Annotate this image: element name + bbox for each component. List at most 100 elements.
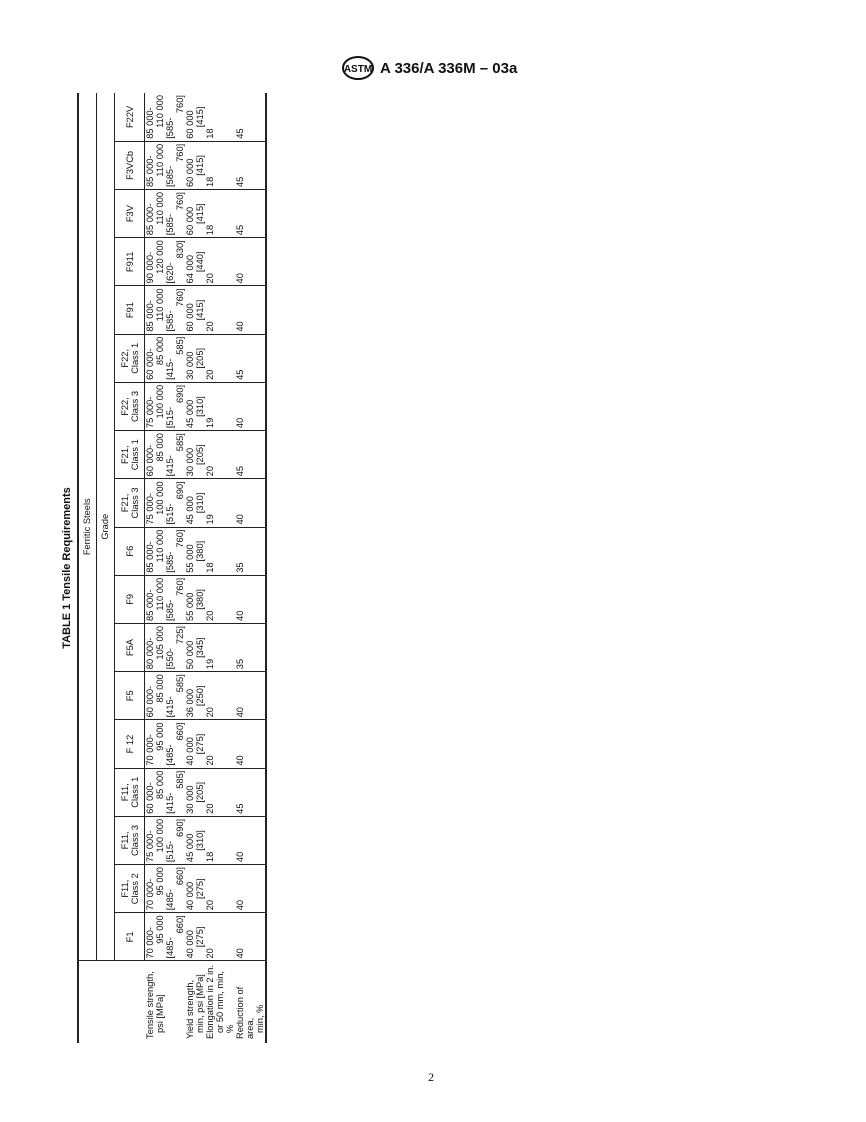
cell-yield: 30 000 [205] [185,430,205,479]
cell-reduction: 40 [235,237,266,286]
cell-elongation: 20 [205,237,235,286]
cell-elongation: 19 [205,382,235,431]
cell-yield: 55 000 [380] [185,527,205,576]
cell-line: 85 000- [145,155,155,187]
astm-logo-icon: ASTM [342,56,374,80]
cell-tensile: 75 000- 100 000 [515- 690] [144,382,185,431]
grade-column-header: F11, Class 2 [114,864,145,913]
grade-column-header: F21, Class 3 [114,478,145,528]
cell-yield: 64 000 [440] [185,237,205,286]
cell-value: 40 [235,707,245,718]
grade-column-header: F21, Class 1 [114,430,145,479]
cell-line: [585- [165,310,175,332]
cell-reduction: 40 [235,816,266,865]
cell-value: 20 [205,369,215,380]
cell-line: 85 000- [145,589,155,621]
cell-tensile: 75 000- 100 000 [515- 690] [144,816,185,865]
cell-line: [440] [195,251,205,273]
cell-line: 85 000 [155,336,165,366]
cell-tensile: 60 000- 85 000 [415- 585] [144,334,185,383]
cell-elongation: 20 [205,864,235,913]
cell-line: 95 000 [155,867,165,896]
cell-value: 40 [235,610,245,621]
row-label-reduction: Reduction of area, min, % [235,961,266,1043]
row-label-line: or 50 mm, min, [215,971,225,1033]
cell-tensile: 70 000- 95 000 [485- 660] [144,864,185,913]
cell-line: 120 000 [155,240,165,274]
cell-line: 110 000 [155,95,165,128]
cell-line: 75 000- [145,396,155,429]
cell-line: 80 000- [145,637,155,670]
cell-line: 105 000 [155,625,165,660]
cell-reduction: 40 [235,575,266,624]
cell-line: 760] [175,95,185,114]
cell-line: [310] [195,492,205,514]
cell-line: 110 000 [155,577,165,611]
grade-column-header: F6 [114,527,145,576]
cell-line: [550- [165,647,175,670]
cell-tensile: 70 000- 95 000 [485- 660] [144,912,185,961]
cell-elongation: 19 [205,623,235,672]
cell-value: 40 [235,514,245,525]
cell-line: [515- [165,503,175,525]
rotated-table-block: TABLE 1 Tensile Requirements Ferritic St… [58,93,284,1043]
cell-line: [415] [195,106,205,128]
cell-line: [275] [195,878,205,900]
grade-column-header: F1 [114,912,145,961]
grade-column-header: F91 [114,285,145,335]
cell-reduction: 45 [235,189,266,238]
cell-line: [205] [195,347,205,369]
cell-line: 585] [175,770,185,789]
cell-value: 18 [205,224,215,236]
cell-value: 19 [205,417,215,429]
cell-line: [310] [195,396,205,417]
cell-tensile: 90 000- 120 000 [620- 830] [144,237,185,286]
cell-value: 45 [235,369,245,380]
cell-line: [205] [195,781,205,803]
cell-value: 20 [205,899,215,911]
cell-line: 100 000 [155,481,165,515]
cell-line: 760] [175,577,185,596]
document-header: ASTM A 336/A 336M – 03a [342,56,517,80]
cell-line: 60 000- [145,348,155,380]
cell-value: 45 [235,803,245,814]
grade-column-header: F5A [114,623,145,672]
cell-line: 75 000- [145,830,155,863]
cell-elongation: 20 [205,285,235,335]
cell-yield: 60 000 [415] [185,141,205,190]
cell-reduction: 40 [235,671,266,720]
cell-elongation: 20 [205,671,235,720]
row-label-line: min, psi [MPa] [195,974,205,1033]
cell-line: 30 000 [185,351,195,380]
cell-tensile: 80 000- 105 000 [550- 725] [144,623,185,672]
table-title: TABLE 1 Tensile Requirements [61,487,73,649]
table-row-yield: Yield strength, min, psi [MPa] 40 000 [275]… [185,93,205,1043]
cell-line: 55 000 [185,592,195,621]
cell-yield: 60 000 [415] [185,189,205,238]
cell-line: 45 000 [185,399,195,429]
cell-line: 760] [175,192,185,211]
cell-line: 85 000- [145,300,155,332]
table-row-reduction: Reduction of area, min, % 40 40 40 45 40 40 35 40… [235,93,266,1043]
cell-line: [415] [195,155,205,176]
cell-line: 110 000 [155,192,165,225]
cell-elongation: 20 [205,719,235,769]
cell-line: 45 000 [185,833,195,863]
cell-line: 40 000 [185,930,195,959]
cell-tensile: 70 000- 95 000 [485- 660] [144,719,185,769]
cell-line: 60 000- [145,685,155,718]
cell-value: 45 [235,176,245,187]
row-label-line: Yield strength, [185,979,195,1039]
cell-value: 19 [205,514,215,525]
cell-line: [515- [165,840,175,863]
cell-line: [345] [195,637,205,658]
cell-reduction: 40 [235,285,266,335]
cell-value: 18 [205,562,215,573]
cell-line: 110 000 [155,288,165,322]
cell-line: [515- [165,406,175,429]
cell-line: 725] [175,625,185,645]
cell-tensile: 85 000- 110 000 [585- 760] [144,189,185,238]
cell-line: [380] [195,589,205,610]
cell-line: [585- [165,165,175,187]
cell-yield: 55 000 [380] [185,575,205,624]
